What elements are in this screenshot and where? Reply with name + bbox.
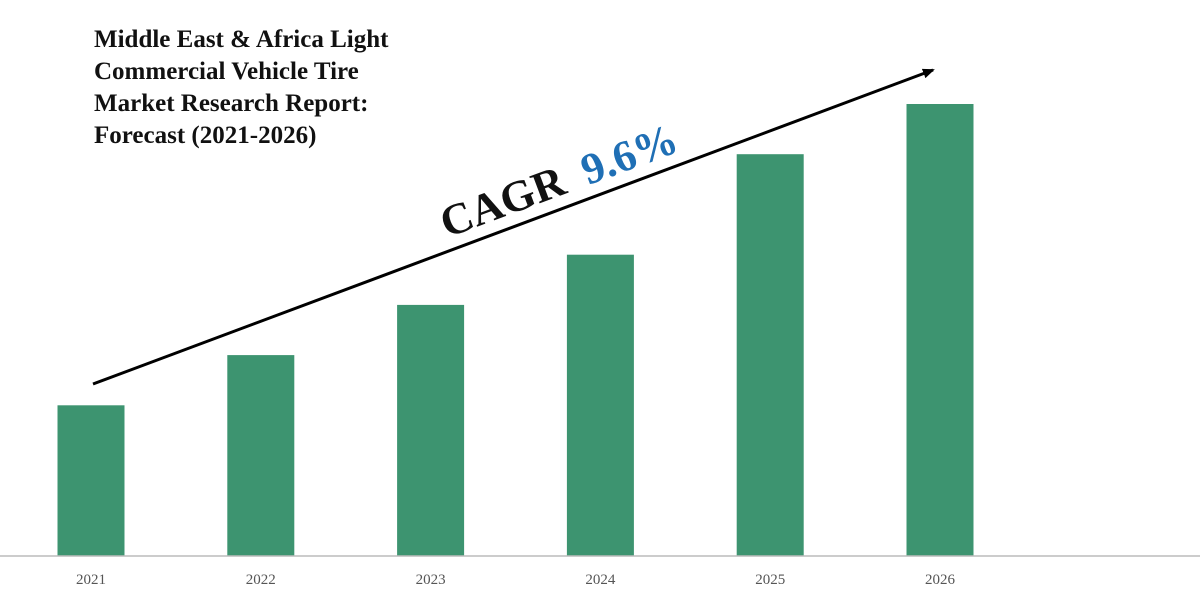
bar-2024 [566, 254, 634, 556]
bar-2023 [397, 304, 465, 556]
bars-group [57, 104, 974, 556]
bar-2026 [906, 104, 974, 556]
x-tick-label-2024: 2024 [585, 572, 616, 588]
x-tick-label-2021: 2021 [76, 572, 106, 588]
x-tick-label-2026: 2026 [925, 572, 956, 588]
chart-title-line-2: Commercial Vehicle Tire [94, 58, 359, 85]
x-tick-labels: 2021 2022 2023 2024 2025 2026 [76, 572, 956, 588]
chart-title-line-4: Forecast (2021-2026) [94, 122, 317, 149]
cagr-annotation: CAGR 9.6% [433, 114, 684, 247]
bar-2021 [57, 405, 125, 556]
cagr-label: CAGR [433, 156, 573, 248]
bar-2022 [227, 355, 295, 556]
x-tick-label-2025: 2025 [755, 572, 785, 588]
x-tick-label-2022: 2022 [246, 572, 276, 588]
chart-title-line-3: Market Research Report: [94, 90, 369, 117]
trend-arrow [92, 68, 935, 386]
chart-title: Middle East & Africa Light Commercial Ve… [94, 24, 454, 152]
chart-title-line-1: Middle East & Africa Light [94, 26, 389, 53]
bar-2025 [736, 154, 804, 556]
x-tick-label-2023: 2023 [416, 572, 446, 588]
